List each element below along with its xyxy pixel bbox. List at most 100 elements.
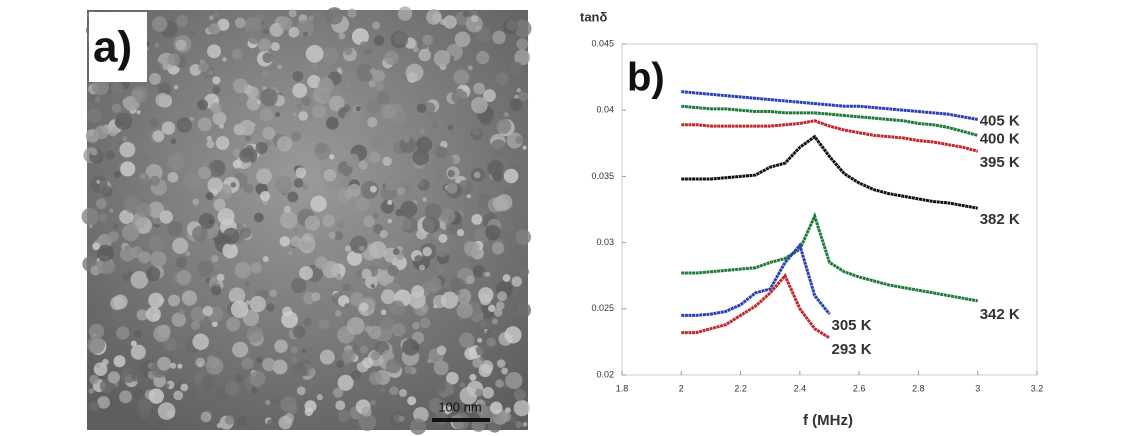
grain [503, 18, 519, 34]
grain [422, 197, 427, 202]
grain [513, 399, 531, 417]
grain [296, 103, 303, 110]
series-label: 400 K [980, 130, 1020, 147]
grain [384, 178, 398, 191]
grain [359, 41, 370, 52]
grain [389, 386, 399, 396]
grain [393, 104, 402, 113]
grain [329, 154, 335, 160]
grain [149, 175, 160, 186]
grain [336, 360, 344, 369]
grain [422, 246, 432, 257]
grain [412, 321, 420, 330]
grain [191, 225, 208, 242]
grain [359, 302, 369, 312]
grain [360, 345, 369, 354]
grain [167, 153, 185, 170]
grain [179, 309, 185, 315]
series-line [681, 242, 831, 317]
grain [358, 413, 377, 431]
x-tick-label: 3 [975, 383, 980, 393]
grain [350, 370, 362, 381]
grain [107, 371, 120, 384]
grain [480, 321, 487, 328]
grain [257, 38, 272, 52]
grain [471, 213, 483, 225]
grain [345, 153, 360, 168]
grain [387, 218, 393, 224]
grain [266, 418, 276, 428]
grain [275, 112, 281, 117]
grain [293, 228, 299, 234]
grain [103, 110, 111, 118]
grain [349, 96, 355, 102]
grain [262, 256, 269, 263]
grain [426, 9, 442, 25]
grain [253, 212, 264, 223]
grain [505, 371, 523, 390]
panel-label: b) [627, 56, 665, 100]
grain [180, 383, 189, 392]
grain [305, 44, 324, 63]
grain [153, 325, 170, 342]
grain [509, 98, 523, 112]
grain [136, 202, 152, 218]
y-tick-label: 0.035 [591, 171, 614, 181]
grain [487, 160, 504, 177]
grain [391, 239, 399, 247]
grain [451, 88, 468, 105]
grain [322, 214, 335, 228]
grain [370, 134, 386, 150]
y-tick-label: 0.04 [596, 105, 614, 115]
grain [110, 306, 127, 322]
grain [217, 18, 230, 31]
grain [276, 136, 293, 152]
grain [296, 386, 306, 396]
grain [491, 318, 498, 325]
grain [334, 310, 342, 317]
panel-label: a) [93, 23, 132, 72]
grain [239, 148, 254, 163]
grain [504, 407, 511, 414]
grain [302, 31, 309, 37]
grain [314, 256, 328, 270]
grain [436, 265, 445, 274]
grain [414, 255, 423, 264]
y-tick-label: 0.045 [591, 38, 614, 48]
x-tick-label: 2.8 [912, 383, 925, 393]
grain [278, 16, 293, 31]
grain [355, 106, 361, 112]
grain [492, 30, 506, 45]
grain [380, 309, 387, 316]
grain [250, 262, 262, 274]
grain [470, 127, 483, 141]
grain [210, 102, 222, 115]
plot-frame [621, 43, 1038, 376]
grain [349, 235, 368, 254]
grain [381, 104, 397, 119]
grain [409, 418, 427, 435]
grain [190, 306, 206, 322]
grain [321, 46, 339, 65]
grain [270, 42, 280, 52]
grain [152, 16, 168, 32]
grain [189, 116, 194, 122]
grain [466, 406, 474, 414]
grain [208, 70, 214, 75]
grain [232, 159, 242, 169]
grain [224, 381, 240, 397]
grain [447, 124, 453, 131]
grain [478, 363, 492, 378]
grain [423, 102, 436, 114]
grain [438, 233, 448, 243]
grain [130, 368, 144, 382]
grain [435, 146, 448, 159]
grain [311, 292, 321, 302]
grain [513, 19, 532, 38]
grain [222, 227, 240, 245]
grain [94, 96, 101, 103]
grain [503, 111, 509, 117]
grain [313, 142, 332, 161]
grain [485, 271, 491, 277]
grain [476, 27, 492, 43]
